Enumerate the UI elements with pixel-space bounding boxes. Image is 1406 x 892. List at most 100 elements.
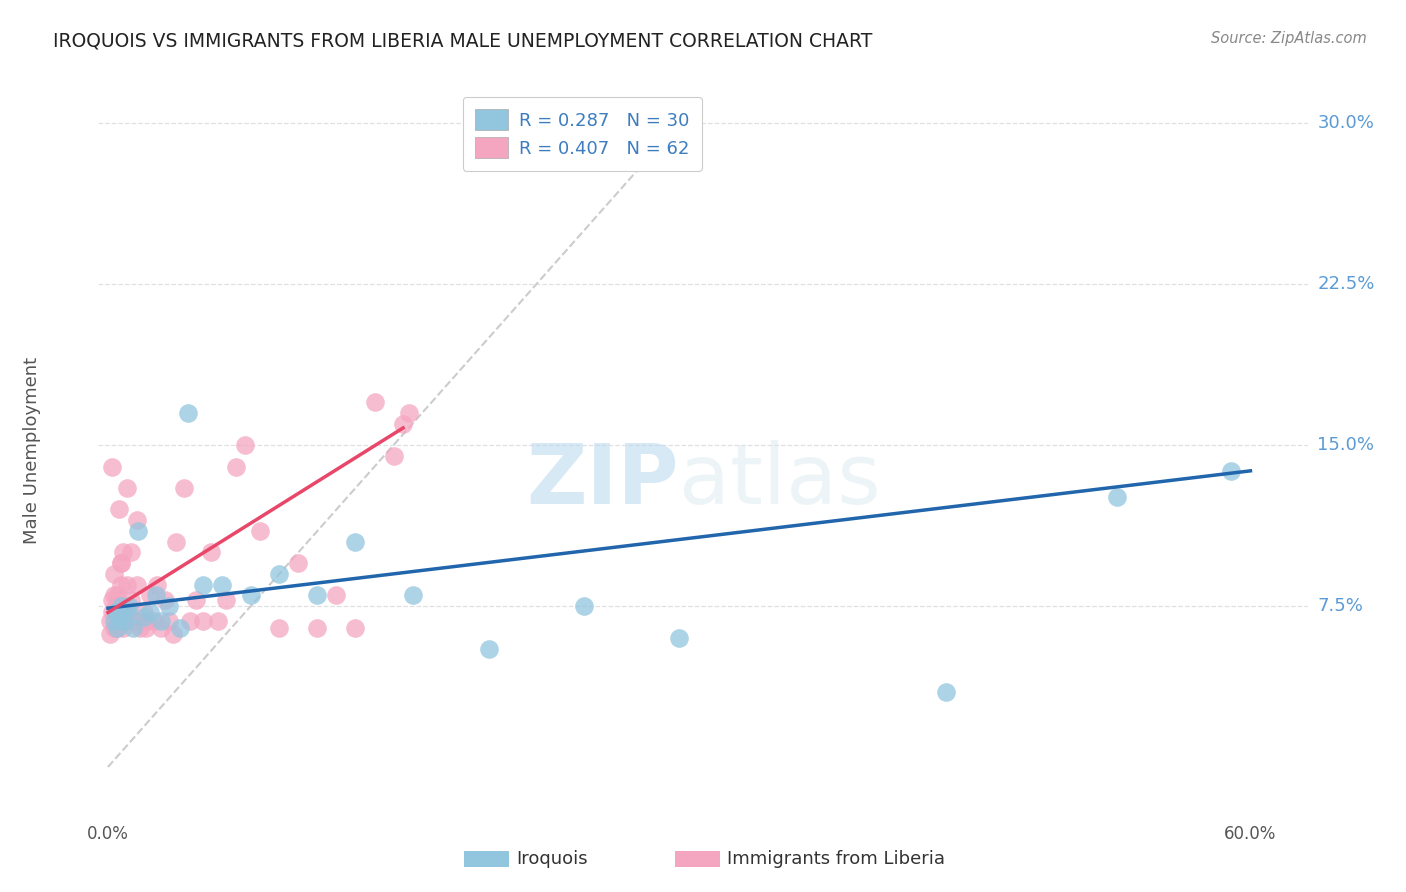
- Point: [103, 566, 125, 581]
- Point: [153, 592, 176, 607]
- Point: [125, 577, 148, 591]
- Point: [1220, 464, 1243, 478]
- Text: atlas: atlas: [679, 440, 880, 521]
- Text: ZIP: ZIP: [526, 440, 679, 521]
- Point: [179, 614, 201, 628]
- Point: [103, 588, 125, 602]
- Point: [127, 524, 149, 538]
- Point: [191, 614, 214, 628]
- Point: [98, 627, 121, 641]
- Point: [114, 614, 136, 628]
- Point: [112, 620, 135, 634]
- Point: [107, 620, 129, 634]
- Point: [121, 614, 143, 628]
- Text: 30.0%: 30.0%: [1317, 114, 1374, 132]
- Point: [134, 606, 156, 620]
- Point: [104, 606, 127, 620]
- Point: [120, 592, 142, 607]
- Point: [115, 606, 138, 620]
- Point: [572, 599, 595, 613]
- Text: IROQUOIS VS IMMIGRANTS FROM LIBERIA MALE UNEMPLOYMENT CORRELATION CHART: IROQUOIS VS IMMIGRANTS FROM LIBERIA MALE…: [53, 31, 873, 50]
- Point: [233, 438, 256, 452]
- Point: [118, 599, 141, 613]
- Point: [239, 588, 262, 602]
- Point: [398, 406, 420, 420]
- Point: [135, 620, 157, 634]
- Point: [139, 606, 162, 620]
- Point: [157, 614, 180, 628]
- Point: [249, 524, 271, 538]
- Point: [1107, 490, 1129, 504]
- Point: [139, 588, 162, 602]
- Point: [110, 599, 132, 613]
- Point: [184, 592, 207, 607]
- Point: [325, 588, 347, 602]
- Point: [142, 614, 165, 628]
- Point: [108, 502, 131, 516]
- Point: [478, 642, 501, 657]
- Point: [110, 556, 132, 570]
- Text: 7.5%: 7.5%: [1317, 597, 1364, 615]
- Point: [269, 566, 291, 581]
- Point: [114, 599, 136, 613]
- Point: [401, 588, 423, 602]
- Point: [150, 614, 173, 628]
- Text: 0.0%: 0.0%: [87, 825, 129, 843]
- Point: [107, 620, 129, 634]
- Point: [344, 534, 367, 549]
- Point: [120, 545, 142, 559]
- Point: [103, 620, 125, 634]
- Point: [107, 588, 129, 602]
- Point: [166, 534, 188, 549]
- Point: [127, 614, 149, 628]
- Point: [146, 577, 169, 591]
- Point: [935, 685, 957, 699]
- Point: [162, 627, 184, 641]
- Point: [100, 592, 122, 607]
- Text: Source: ZipAtlas.com: Source: ZipAtlas.com: [1211, 31, 1367, 46]
- Point: [121, 620, 143, 634]
- Point: [269, 620, 291, 634]
- Point: [215, 592, 238, 607]
- Point: [191, 577, 214, 591]
- Point: [135, 614, 157, 628]
- Point: [98, 614, 121, 628]
- Point: [177, 406, 200, 420]
- Text: 22.5%: 22.5%: [1317, 275, 1375, 293]
- Point: [129, 620, 152, 634]
- Point: [363, 395, 385, 409]
- Point: [115, 606, 138, 620]
- Text: Immigrants from Liberia: Immigrants from Liberia: [727, 850, 945, 868]
- Point: [104, 620, 127, 634]
- Point: [207, 614, 229, 628]
- Point: [110, 556, 132, 570]
- Point: [382, 449, 405, 463]
- Point: [150, 620, 173, 634]
- Point: [100, 459, 122, 474]
- Point: [125, 513, 148, 527]
- Point: [108, 609, 131, 624]
- Point: [392, 417, 415, 431]
- Point: [108, 614, 131, 628]
- Point: [211, 577, 233, 591]
- Point: [169, 620, 191, 634]
- Point: [104, 599, 127, 613]
- Text: Iroquois: Iroquois: [516, 850, 588, 868]
- Point: [100, 606, 122, 620]
- Point: [307, 588, 329, 602]
- Point: [134, 609, 156, 624]
- Point: [157, 599, 180, 613]
- Point: [114, 614, 136, 628]
- Point: [103, 614, 125, 628]
- Point: [112, 545, 135, 559]
- Text: 15.0%: 15.0%: [1317, 436, 1374, 454]
- Point: [307, 620, 329, 634]
- Text: 60.0%: 60.0%: [1225, 825, 1277, 843]
- Point: [115, 481, 138, 495]
- Text: Male Unemployment: Male Unemployment: [22, 357, 41, 544]
- Point: [287, 556, 309, 570]
- Point: [173, 481, 195, 495]
- Point: [110, 577, 132, 591]
- Legend: R = 0.287   N = 30, R = 0.407   N = 62: R = 0.287 N = 30, R = 0.407 N = 62: [463, 96, 702, 171]
- Point: [145, 588, 167, 602]
